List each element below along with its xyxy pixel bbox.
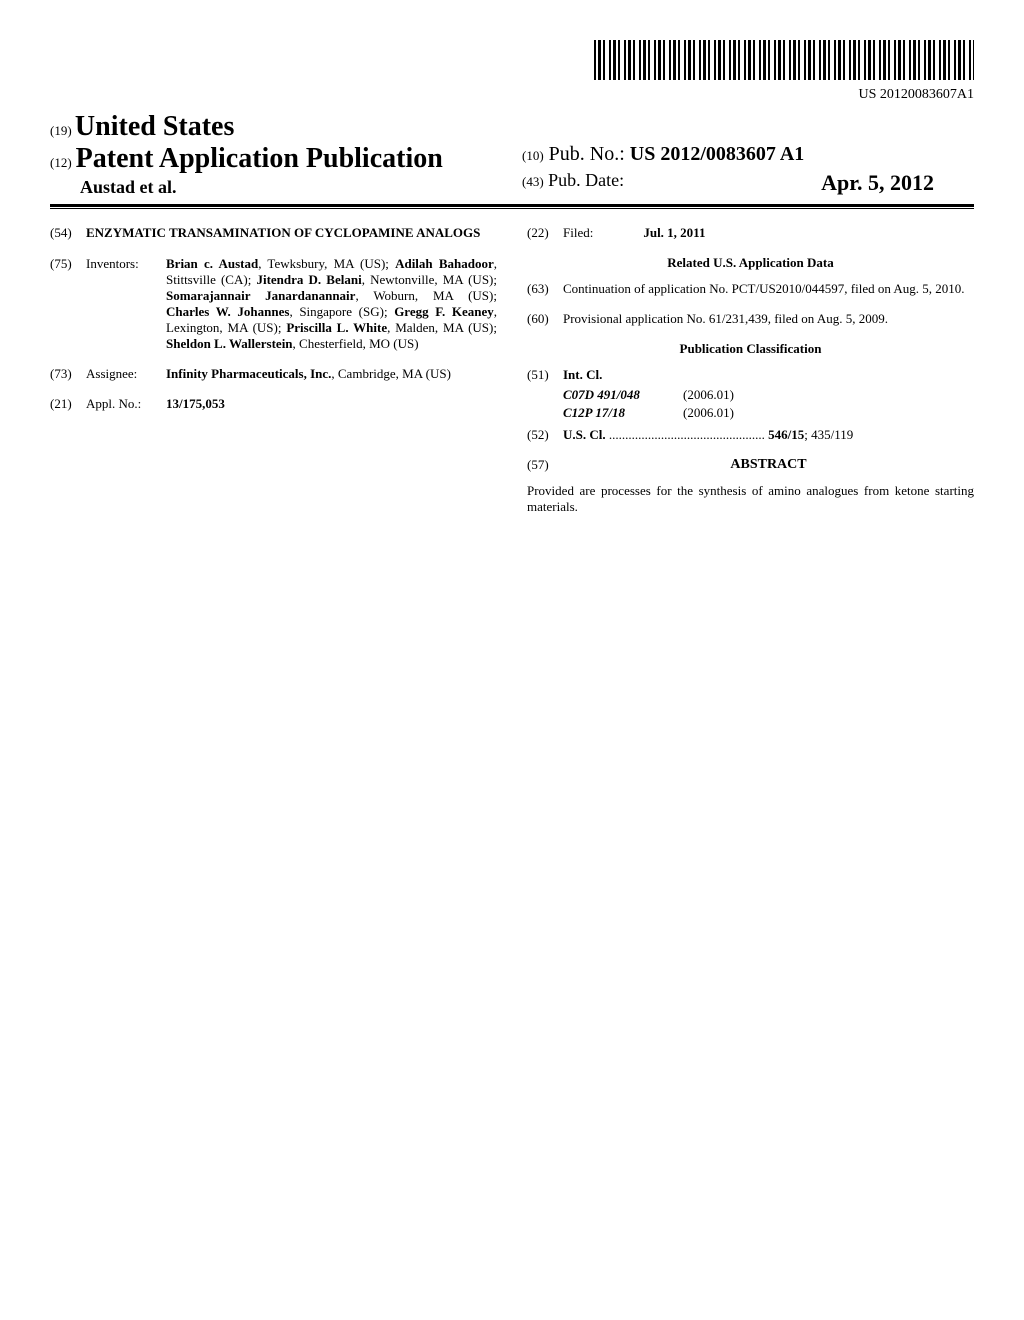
uscl-label: U.S. Cl. xyxy=(563,427,606,442)
barcode-section: US 20120083607A1 xyxy=(50,40,974,103)
author-line: Austad et al. xyxy=(80,177,512,198)
abstract-header-row: (57) ABSTRACT xyxy=(527,457,974,479)
inventors-value: Brian c. Austad, Tewksbury, MA (US); Adi… xyxy=(166,256,497,352)
country-prefix: (19) xyxy=(50,123,72,138)
prov-text: Provisional application No. 61/231,439, … xyxy=(563,311,974,327)
abstract-num: (57) xyxy=(527,457,563,473)
assignee-value: Infinity Pharmaceuticals, Inc., Cambridg… xyxy=(166,366,497,382)
applno-label: Appl. No.: xyxy=(86,396,166,412)
body-columns: (54) ENZYMATIC TRANSAMINATION OF CYCLOPA… xyxy=(50,225,974,515)
assignee-num: (73) xyxy=(50,366,86,382)
uscl-num: (52) xyxy=(527,427,563,443)
intcl-row: C07D 491/048(2006.01) xyxy=(563,387,974,403)
filed-label: Filed: xyxy=(563,225,593,241)
cont-text: Continuation of application No. PCT/US20… xyxy=(563,281,974,297)
uscl-value-rest: ; 435/119 xyxy=(804,427,853,442)
inventors-field: (75) Inventors: Brian c. Austad, Tewksbu… xyxy=(50,256,497,352)
pubno-label: Pub. No.: xyxy=(549,143,625,165)
pubno-value: US 2012/0083607 A1 xyxy=(630,143,804,165)
intcl-field: (51) Int. Cl. xyxy=(527,367,974,383)
intcl-row: C12P 17/18(2006.01) xyxy=(563,405,974,421)
publication-type: Patent Application Publication xyxy=(76,143,443,174)
applno-num: (21) xyxy=(50,396,86,412)
applno-value: 13/175,053 xyxy=(166,396,497,412)
barcode-number: US 20120083607A1 xyxy=(50,87,974,103)
header-row: (19) United States (12) Patent Applicati… xyxy=(50,111,974,198)
header-right: (10) Pub. No.: US 2012/0083607 A1 (43) P… xyxy=(512,111,974,198)
divider-thick xyxy=(50,204,974,207)
uscl-field: (52) U.S. Cl. ..........................… xyxy=(527,427,974,443)
intcl-year: (2006.01) xyxy=(683,405,734,420)
filed-num: (22) xyxy=(527,225,563,241)
barcode-image xyxy=(594,40,974,80)
intcl-code: C07D 491/048 xyxy=(563,387,683,403)
intcl-code: C12P 17/18 xyxy=(563,405,683,421)
uscl-dots: ........................................… xyxy=(609,427,768,442)
applno-field: (21) Appl. No.: 13/175,053 xyxy=(50,396,497,412)
country-line: (19) United States xyxy=(50,111,512,143)
filed-field: (22) Filed: Jul. 1, 2011 xyxy=(527,225,974,241)
pub-prefix: (12) xyxy=(50,155,72,170)
pubno-line: (10) Pub. No.: US 2012/0083607 A1 xyxy=(522,143,974,166)
provisional-field: (60) Provisional application No. 61/231,… xyxy=(527,311,974,327)
intcl-rows: C07D 491/048(2006.01)C12P 17/18(2006.01) xyxy=(527,387,974,421)
abstract-text: Provided are processes for the synthesis… xyxy=(527,483,974,515)
assignee-label: Assignee: xyxy=(86,366,166,382)
country-name: United States xyxy=(75,111,234,142)
patent-title: ENZYMATIC TRANSAMINATION OF CYCLOPAMINE … xyxy=(86,225,497,242)
publication-line: (12) Patent Application Publication xyxy=(50,143,512,175)
uscl-content: U.S. Cl. ...............................… xyxy=(563,427,974,443)
inventors-label: Inventors: xyxy=(86,256,166,272)
right-column: (22) Filed: Jul. 1, 2011 Related U.S. Ap… xyxy=(527,225,974,515)
pubno-prefix: (10) xyxy=(522,148,544,163)
title-field: (54) ENZYMATIC TRANSAMINATION OF CYCLOPA… xyxy=(50,225,497,242)
intcl-year: (2006.01) xyxy=(683,387,734,402)
assignee-field: (73) Assignee: Infinity Pharmaceuticals,… xyxy=(50,366,497,382)
pubdate-value: Apr. 5, 2012 xyxy=(821,170,934,196)
cont-num: (63) xyxy=(527,281,563,297)
pubdate-prefix: (43) xyxy=(522,174,544,189)
intcl-label: Int. Cl. xyxy=(563,367,974,383)
abstract-label: ABSTRACT xyxy=(563,457,974,473)
pubclass-header: Publication Classification xyxy=(527,341,974,357)
prov-num: (60) xyxy=(527,311,563,327)
header-left: (19) United States (12) Patent Applicati… xyxy=(50,111,512,198)
related-header: Related U.S. Application Data xyxy=(527,255,974,271)
divider-thin xyxy=(50,208,974,209)
uscl-value-bold: 546/15 xyxy=(768,427,804,442)
left-column: (54) ENZYMATIC TRANSAMINATION OF CYCLOPA… xyxy=(50,225,497,515)
inventors-num: (75) xyxy=(50,256,86,272)
title-num: (54) xyxy=(50,225,86,241)
intcl-num: (51) xyxy=(527,367,563,383)
pubdate-line: (43) Pub. Date: Apr. 5, 2012 xyxy=(522,170,974,191)
continuation-field: (63) Continuation of application No. PCT… xyxy=(527,281,974,297)
pubdate-label: Pub. Date: xyxy=(548,170,624,190)
filed-value: Jul. 1, 2011 xyxy=(643,225,974,241)
